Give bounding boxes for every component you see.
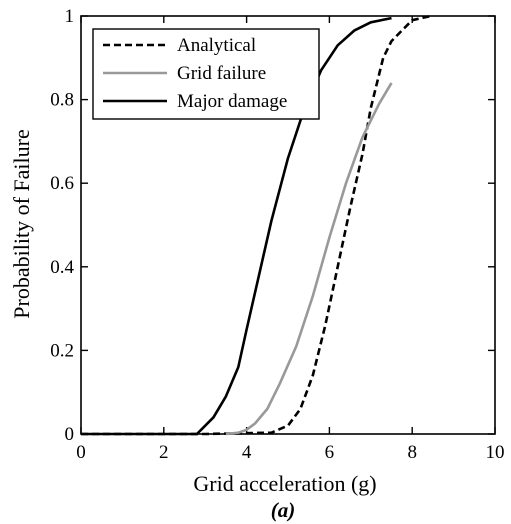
x-tick-label: 10: [486, 442, 505, 463]
axis-ticks: 0 2 4 6 8 10 0 0.2 0.4 0.6 0.8 1: [50, 6, 504, 463]
y-tick-label: 0.8: [50, 90, 74, 111]
x-tick-label: 0: [76, 442, 86, 463]
series-line-major-damage: [81, 16, 392, 436]
y-tick-label: 0: [65, 424, 75, 445]
legend-label-analytical: Analytical: [177, 35, 256, 56]
x-tick-label: 4: [242, 442, 252, 463]
y-axis-title: Probability of Failure: [9, 129, 34, 318]
x-tick-label: 8: [407, 442, 417, 463]
plot-area: [80, 15, 496, 435]
x-tick-label: 2: [159, 442, 169, 463]
y-tick-label: 0.2: [50, 340, 74, 361]
series-line-grid-failure: [225, 82, 393, 436]
plot-border: [80, 15, 496, 435]
series-lines: [81, 14, 432, 436]
figure-caption: (a): [271, 498, 296, 522]
y-tick-label: 0.4: [50, 257, 74, 278]
legend-label-grid-failure: Grid failure: [177, 63, 266, 84]
x-tick-label: 6: [325, 442, 335, 463]
legend: Analytical Grid failure Major damage: [92, 28, 320, 120]
y-tick-label: 0.6: [50, 173, 74, 194]
x-axis-title: Grid acceleration (g): [193, 471, 376, 496]
y-tick-label: 1: [65, 6, 75, 27]
legend-label-major-damage: Major damage: [177, 91, 287, 112]
series-line-analytical: [81, 14, 432, 436]
